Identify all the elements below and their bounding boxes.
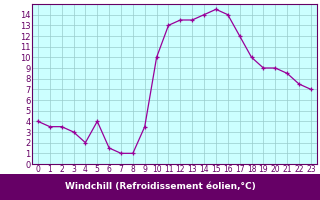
Text: Windchill (Refroidissement éolien,°C): Windchill (Refroidissement éolien,°C): [65, 182, 255, 192]
